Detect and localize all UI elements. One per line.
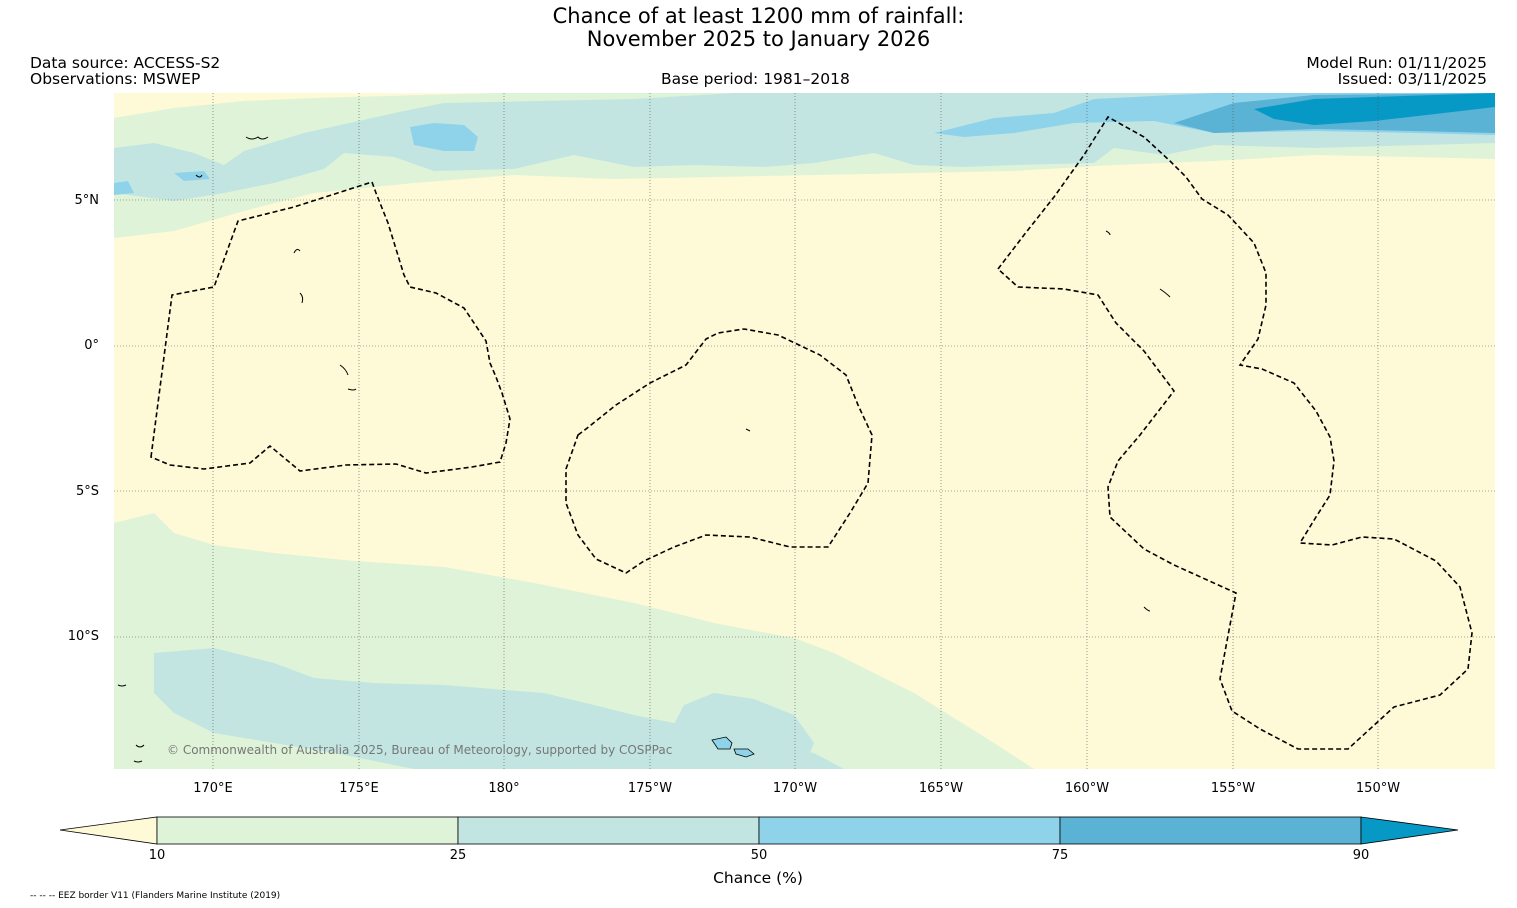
map-title-line1: Chance of at least 1200 mm of rainfall: bbox=[552, 4, 965, 28]
lon-label-170w: 170°W bbox=[772, 781, 818, 796]
lon-label-160w: 160°W bbox=[1064, 781, 1110, 796]
lat-label-5n: 5°N bbox=[74, 193, 100, 208]
eez-kiribati-line bbox=[996, 115, 1473, 750]
colorbar-label: Chance (%) bbox=[713, 869, 803, 887]
lon-label-150w: 150°W bbox=[1355, 781, 1401, 796]
colorbar bbox=[59, 816, 1459, 845]
lon-label-180: 180° bbox=[488, 781, 520, 796]
model-run: Model Run: 01/11/2025 bbox=[1306, 54, 1487, 72]
colorbar-tick-50: 50 bbox=[750, 848, 768, 863]
band-50-75-a bbox=[410, 123, 478, 151]
lat-label-10s: 10°S bbox=[67, 629, 99, 644]
rainfall-probability-map: © Commonwealth of Australia 2025, Bureau… bbox=[114, 93, 1495, 769]
lon-label-175e: 175°E bbox=[339, 781, 379, 796]
band-25-50-south-b bbox=[664, 693, 814, 769]
eez-borders bbox=[150, 115, 1473, 750]
colorbar-tick-90: 90 bbox=[1352, 848, 1370, 863]
gridlines bbox=[114, 93, 1495, 769]
colorbar-tick-25: 25 bbox=[449, 848, 467, 863]
colorbar-tick-75: 75 bbox=[1051, 848, 1069, 863]
colorbar-50-75 bbox=[758, 816, 1061, 845]
colorbar-tick-10: 10 bbox=[148, 848, 166, 863]
colorbar-below-10 bbox=[59, 816, 158, 845]
band-50-75-b bbox=[114, 181, 134, 195]
data-source: Data source: ACCESS-S2 bbox=[30, 54, 221, 72]
lon-label-155w: 155°W bbox=[1210, 781, 1256, 796]
lon-label-165w: 165°W bbox=[918, 781, 964, 796]
eez-border-note: -- -- -- EEZ border V11 (Flanders Marine… bbox=[30, 891, 281, 901]
map-title-line2: November 2025 to January 2026 bbox=[586, 27, 931, 51]
island-samoa-b bbox=[733, 748, 755, 758]
lat-label-0: 0° bbox=[84, 338, 99, 353]
issued-date: Issued: 03/11/2025 bbox=[1337, 70, 1487, 88]
atolls bbox=[117, 136, 1171, 763]
colorbar-10-25 bbox=[156, 816, 459, 845]
colorbar-25-50 bbox=[457, 816, 760, 845]
island-samoa-a bbox=[711, 736, 733, 750]
colorbar-above-90 bbox=[1360, 816, 1459, 845]
eez-kiribati-gilbert bbox=[150, 181, 511, 474]
lat-label-5s: 5°S bbox=[75, 484, 99, 499]
colorbar-75-90 bbox=[1059, 816, 1362, 845]
eez-kiribati-phoenix bbox=[565, 328, 873, 574]
band-above-90 bbox=[1254, 93, 1495, 125]
lon-label-175w: 175°W bbox=[627, 781, 673, 796]
copyright-notice: © Commonwealth of Australia 2025, Bureau… bbox=[167, 743, 672, 757]
lon-label-170e: 170°E bbox=[193, 781, 233, 796]
band-50-75-c bbox=[174, 171, 210, 181]
base-period: Base period: 1981–2018 bbox=[661, 70, 850, 88]
observations: Observations: MSWEP bbox=[30, 70, 201, 88]
